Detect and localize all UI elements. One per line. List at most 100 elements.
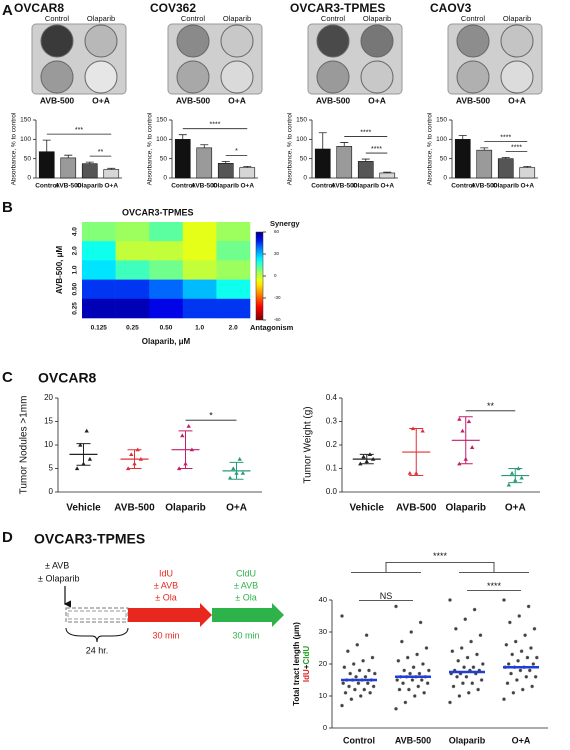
bar	[379, 172, 396, 179]
y-axis-label-part: IdU	[302, 669, 311, 682]
data-point	[534, 655, 539, 660]
well	[360, 60, 394, 94]
data-point	[399, 639, 404, 644]
data-point	[357, 668, 362, 673]
y-tick-label: 150	[156, 117, 167, 124]
data-point	[418, 620, 423, 625]
y-tick-label: 0.25	[72, 302, 79, 315]
y-tick-label: 10	[44, 440, 53, 449]
y-tick-label: 50	[24, 155, 32, 162]
y-tick-label: 0.4	[326, 393, 338, 402]
data-point	[470, 681, 475, 686]
x-tick-label: AVB-500	[55, 183, 82, 190]
data-point	[410, 678, 415, 682]
error-bar	[501, 157, 510, 159]
plate-label: O+A	[228, 95, 246, 105]
data-point	[417, 671, 422, 676]
y-tick-label: 0	[303, 175, 307, 182]
treatment-label: ± Olaparib	[38, 573, 79, 583]
well	[84, 24, 118, 58]
data-point	[476, 687, 481, 692]
sd-bar	[127, 449, 142, 469]
y-axis-label: Tumor Weight (g)	[303, 406, 314, 483]
data-point	[352, 687, 357, 692]
heatmap-title: OVCAR3-TPMES	[122, 207, 194, 217]
x-tick-label: Control	[343, 735, 375, 745]
y-axis-label: Absorbance, % to control	[287, 112, 294, 185]
data-point	[530, 684, 535, 689]
data-point	[372, 671, 377, 676]
heatmap-cell	[82, 241, 116, 261]
data-point	[457, 694, 462, 698]
y-tick-label: 20	[44, 393, 53, 402]
plate-label: O+A	[92, 95, 110, 105]
data-point	[478, 633, 483, 638]
data-point	[74, 466, 80, 471]
heatmap-cell	[115, 222, 150, 242]
well	[500, 60, 534, 94]
well	[220, 60, 254, 94]
data-point	[520, 687, 525, 692]
data-point	[518, 668, 523, 673]
data-point	[342, 665, 347, 670]
significance-label: NS	[380, 591, 393, 601]
x-tick-label: Control	[171, 183, 194, 190]
data-point	[415, 652, 420, 657]
data-point	[469, 639, 474, 644]
y-tick-label: 100	[156, 136, 167, 143]
plate-label: Olaparib	[87, 14, 115, 23]
error-bar	[221, 160, 230, 164]
x-tick-label: Olaparib	[213, 183, 239, 190]
data-point	[466, 419, 472, 424]
data-point	[466, 690, 471, 695]
bar	[239, 167, 256, 179]
data-point	[425, 681, 430, 686]
error-bar	[383, 171, 392, 173]
data-point	[509, 671, 513, 676]
well	[84, 60, 118, 94]
significance-label: ****	[433, 551, 448, 561]
data-point	[460, 681, 465, 686]
x-tick-label: O+A	[104, 183, 118, 190]
y-axis-label-text: Total tract length (μm)	[292, 622, 301, 706]
data-point	[529, 646, 533, 650]
heatmap-cell	[216, 298, 251, 319]
plate-label: Olaparib	[223, 14, 251, 23]
y-tick-label: 0.50	[72, 282, 79, 295]
data-point	[450, 649, 455, 654]
colorbar-tick-label: 30	[274, 251, 280, 256]
bar	[476, 149, 493, 179]
y-tick-label: 100	[296, 136, 307, 143]
data-point	[453, 626, 458, 631]
bar	[519, 167, 536, 179]
error-bar	[243, 166, 252, 168]
significance-label: ****	[500, 134, 511, 141]
x-tick-label: 0.125	[91, 325, 108, 332]
panel-heading: OVCAR8	[38, 370, 97, 386]
y-tick-label: 150	[436, 117, 447, 124]
pulse-treatment: ± AVB	[154, 580, 178, 590]
x-axis-label: Olaparib, μM	[142, 337, 191, 346]
heatmap-cell	[82, 260, 116, 280]
data-point	[227, 475, 233, 480]
y-tick-label: 0.1	[326, 464, 338, 473]
y-tick-label: 0	[27, 175, 31, 182]
sd-bar	[178, 430, 193, 469]
well	[456, 24, 490, 58]
pulse-treatment: ± AVB	[234, 580, 258, 590]
cldu-arrow	[212, 603, 284, 627]
y-tick-label: 100	[436, 136, 447, 143]
data-point	[421, 662, 425, 666]
x-tick-label: 0.25	[126, 325, 139, 332]
data-point	[237, 456, 242, 461]
data-point	[510, 652, 515, 657]
x-tick-label: Olaparib	[445, 503, 486, 514]
y-tick-label: 0	[163, 175, 167, 182]
significance-label: *	[209, 411, 213, 421]
data-point	[340, 703, 344, 708]
heatmap-cell	[149, 241, 184, 261]
data-point	[531, 662, 536, 666]
y-tick-label: 20	[319, 659, 327, 668]
heatmap-cell	[182, 279, 217, 300]
data-point	[401, 681, 405, 686]
